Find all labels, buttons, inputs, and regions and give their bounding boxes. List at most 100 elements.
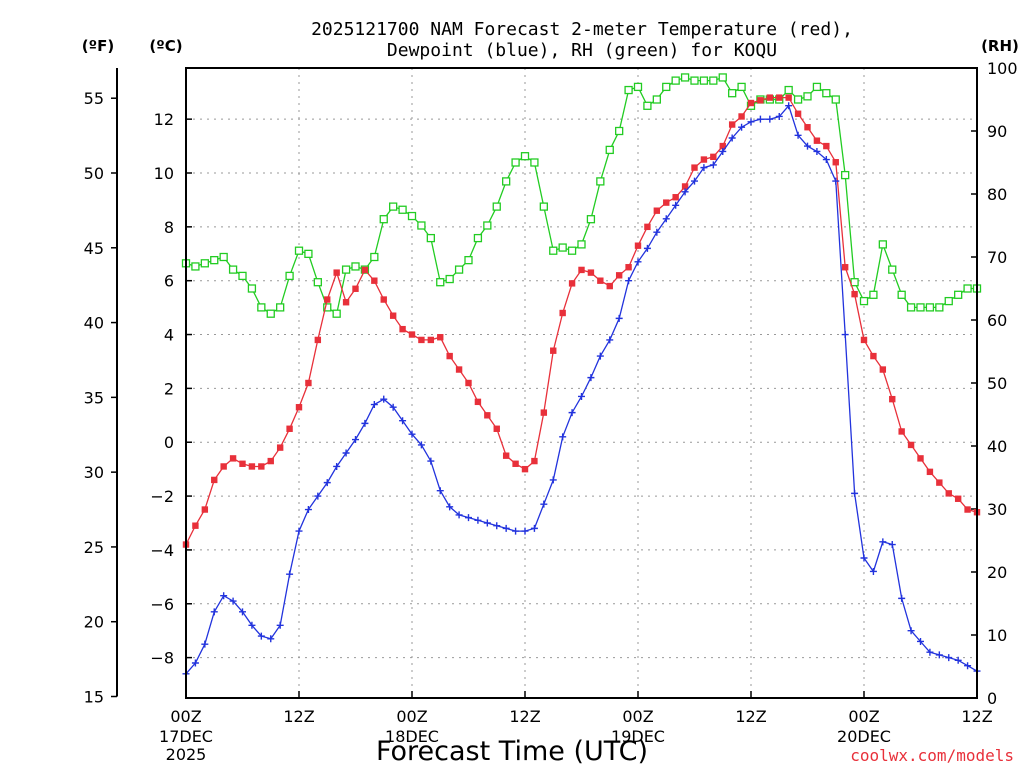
temperature-point [455, 366, 463, 373]
temperature-point [502, 452, 510, 459]
rh-point [247, 284, 257, 293]
x-tick-label: 00Z [848, 707, 879, 726]
celsius-tick-label: 6 [164, 272, 174, 291]
rh-point [370, 252, 379, 262]
dewpoint-point [653, 228, 661, 236]
fahrenheit-tick-label: 40 [84, 314, 104, 333]
rh-point [690, 76, 699, 85]
temperature-point [314, 336, 322, 344]
rh-unit-label: (RH) [981, 37, 1019, 55]
dewpoint-point [719, 147, 727, 155]
rh-tick-label: 60 [987, 311, 1007, 330]
fahrenheit-tick-label: 45 [84, 239, 104, 258]
x-tick-label: 12Z [283, 707, 314, 726]
dewpoint-point [907, 627, 915, 635]
fahrenheit-tick-label: 50 [84, 164, 104, 183]
fahrenheit-tick-label: 20 [84, 613, 104, 632]
rh-point [341, 265, 351, 274]
temperature-point [945, 490, 952, 497]
temperature-point [550, 347, 557, 354]
temperature-point [484, 412, 491, 419]
rh-point [567, 246, 577, 255]
dewpoint-point [220, 592, 228, 600]
rh-point [257, 303, 266, 312]
temperature-point [634, 242, 642, 249]
dewpoint-point [888, 541, 896, 549]
rh-point [417, 221, 426, 230]
dewpoint-point [841, 331, 849, 339]
rh-point [313, 278, 322, 287]
rh-point [954, 290, 963, 299]
dewpoint-point [785, 102, 793, 110]
rh-point [793, 95, 803, 104]
rh-tick-label: 20 [987, 563, 1007, 582]
dewpoint-point [738, 123, 746, 131]
rh-point [586, 215, 596, 224]
temperature-point [239, 460, 246, 467]
dewpoint-point [512, 527, 520, 535]
temperature-point [747, 99, 755, 107]
temperature-point [785, 94, 792, 101]
temperature-point [201, 506, 209, 513]
rh-tick-label: 100 [987, 59, 1018, 78]
rh-point [323, 303, 332, 312]
temperature-point [606, 282, 613, 290]
dewpoint-point [210, 608, 218, 616]
temperature-point [437, 334, 444, 341]
temperature-point [663, 199, 670, 206]
dewpoint-point [662, 215, 670, 223]
temperature-point [371, 277, 378, 284]
rh-point [878, 240, 887, 249]
x-tick-label: 00Z [396, 707, 427, 726]
rh-point [539, 202, 548, 211]
temperature-point [352, 285, 359, 292]
dewpoint-point [493, 522, 501, 530]
dewpoint-point [964, 662, 972, 670]
dewpoint-point [672, 201, 680, 209]
fahrenheit-tick-label: 35 [84, 388, 104, 407]
rh-point [803, 92, 812, 101]
rh-point [530, 158, 539, 167]
temperature-point [559, 309, 566, 317]
dewpoint-point [474, 516, 482, 524]
temperature-point [823, 142, 830, 150]
rh-point [624, 85, 633, 95]
dewpoint-point [709, 161, 717, 169]
celsius-tick-label: −2 [150, 487, 174, 506]
dewpoint-point [606, 336, 614, 344]
temperature-point [211, 476, 218, 484]
rh-point [935, 303, 944, 312]
x-tick-label: 12Z [961, 707, 992, 726]
dewpoint-point [483, 519, 491, 527]
temperature-point [719, 142, 726, 150]
dewpoint-point [436, 487, 444, 495]
celsius-tick-label: 0 [164, 433, 174, 452]
x-tick-label: 00Z [622, 707, 653, 726]
temperature-point [418, 336, 425, 344]
x-tick-date-label: 18DEC [385, 727, 439, 746]
dewpoint-point [794, 131, 802, 139]
rh-point [671, 76, 680, 85]
celsius-tick-label: −8 [150, 649, 174, 668]
temperature-point [521, 465, 529, 473]
temperature-point [380, 296, 387, 303]
fahrenheit-tick-label: 30 [84, 463, 104, 482]
temperature-point [399, 325, 406, 333]
temperature-point [587, 269, 595, 276]
rh-point [436, 278, 445, 287]
temperature-point [644, 223, 651, 231]
rh-point [925, 303, 935, 312]
dewpoint-point [191, 659, 199, 667]
rh-point [407, 211, 417, 221]
rh-point [332, 309, 341, 318]
temperature-point [757, 97, 764, 104]
rh-point [426, 233, 435, 243]
rh-point [699, 76, 709, 85]
temperature-point [305, 379, 312, 387]
fahrenheit-tick-label: 15 [84, 688, 104, 707]
temperature-point [653, 207, 661, 214]
x-tick-date-label: 19DEC [611, 727, 665, 746]
temperature-point [465, 379, 472, 387]
rh-point [615, 126, 624, 136]
